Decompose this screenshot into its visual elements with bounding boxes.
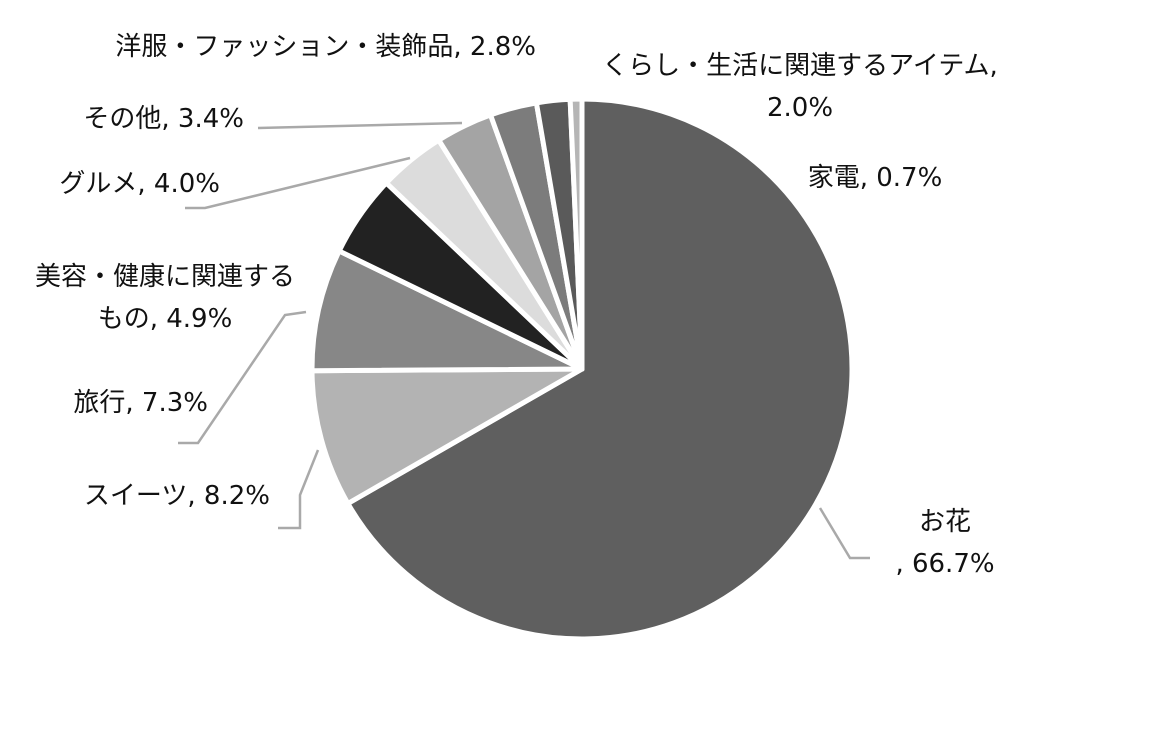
- leader-line-0: [818, 507, 870, 560]
- slice-label-2: 旅行, 7.3%: [73, 388, 208, 418]
- slice-label-7-line-1: 2.0%: [767, 93, 833, 123]
- slice-label-8: 家電, 0.7%: [808, 163, 943, 193]
- slice-label-7-line-0: くらし・生活に関連するアイテム,: [602, 51, 998, 81]
- slice-label-6: 洋服・ファッション・装飾品, 2.8%: [115, 32, 536, 62]
- leader-line-2: [178, 310, 307, 445]
- slice-label-0-line-1: , 66.7%: [895, 549, 994, 579]
- leader-line-5: [257, 121, 463, 130]
- slice-label-4: グルメ, 4.0%: [59, 169, 220, 199]
- slice-label-2-line-0: 旅行, 7.3%: [73, 388, 208, 418]
- slice-label-6-line-0: 洋服・ファッション・装飾品, 2.8%: [115, 32, 536, 62]
- slice-label-4-line-0: グルメ, 4.0%: [59, 169, 220, 199]
- leader-line-4: [185, 156, 411, 210]
- slice-label-5: その他, 3.4%: [83, 104, 244, 134]
- slice-label-3: 美容・健康に関連するもの, 4.9%: [35, 262, 295, 334]
- leader-line-1: [278, 449, 320, 530]
- pie-slice-0: [345, 96, 855, 642]
- slice-label-0-line-0: お花: [919, 507, 971, 537]
- pie-slices: [309, 96, 855, 642]
- pie-slice-1: [309, 366, 585, 507]
- slice-label-1: スイーツ, 8.2%: [84, 481, 270, 511]
- slice-label-1-line-0: スイーツ, 8.2%: [84, 481, 270, 511]
- slice-label-7: くらし・生活に関連するアイテム, 2.0%: [602, 51, 998, 123]
- slice-label-3-line-0: 美容・健康に関連する: [35, 262, 295, 292]
- slice-labels: お花 , 66.7% スイーツ, 8.2% 旅行, 7.3% 美容・健康に関連するもの,…: [35, 32, 998, 579]
- slice-label-3-line-1: もの, 4.9%: [98, 304, 233, 334]
- slice-label-8-line-0: 家電, 0.7%: [808, 163, 943, 193]
- pie-slice-8: [567, 96, 585, 372]
- slice-label-0: お花 , 66.7%: [895, 507, 994, 579]
- pie-slice-2: [309, 248, 585, 374]
- slice-label-5-line-0: その他, 3.4%: [83, 104, 244, 134]
